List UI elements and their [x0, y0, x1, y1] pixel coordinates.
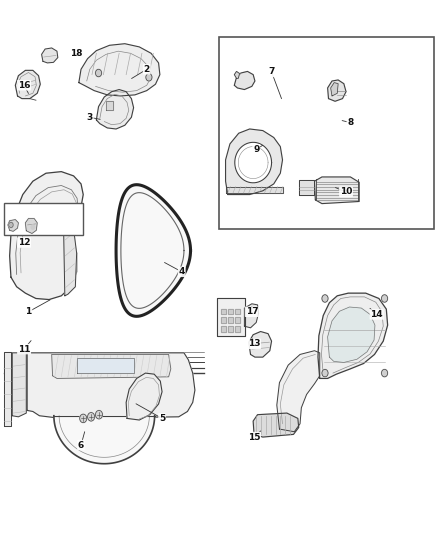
Polygon shape [226, 187, 283, 193]
Circle shape [381, 295, 388, 302]
Polygon shape [331, 83, 338, 96]
Polygon shape [253, 413, 299, 437]
Polygon shape [79, 44, 160, 96]
Polygon shape [25, 219, 37, 233]
Polygon shape [96, 90, 134, 129]
Bar [235, 309, 240, 314]
Circle shape [9, 222, 13, 228]
Circle shape [381, 369, 388, 377]
Bar [221, 326, 226, 332]
Polygon shape [64, 219, 77, 296]
Text: 6: 6 [78, 441, 84, 449]
Circle shape [322, 295, 328, 302]
Polygon shape [235, 142, 272, 183]
Bar [235, 317, 240, 323]
Text: 5: 5 [159, 414, 165, 423]
Text: 18: 18 [71, 49, 83, 58]
Polygon shape [244, 304, 258, 328]
Circle shape [322, 369, 328, 377]
Polygon shape [106, 101, 113, 110]
Polygon shape [234, 71, 240, 78]
Polygon shape [314, 177, 359, 204]
Polygon shape [318, 293, 388, 378]
Circle shape [95, 69, 102, 77]
Bar [221, 317, 226, 323]
Bar [219, 37, 434, 229]
Text: 17: 17 [246, 308, 258, 316]
Bar [221, 309, 226, 314]
Circle shape [80, 414, 87, 423]
Text: 3: 3 [87, 113, 93, 122]
Bar [235, 326, 240, 332]
Bar [228, 317, 233, 323]
Bar [4, 203, 83, 235]
Bar [221, 326, 226, 332]
Bar [235, 326, 240, 332]
Polygon shape [116, 185, 191, 316]
Polygon shape [8, 220, 18, 231]
Polygon shape [226, 129, 283, 195]
Circle shape [31, 225, 35, 229]
Text: 11: 11 [18, 345, 30, 353]
Bar [228, 317, 233, 323]
Polygon shape [52, 354, 171, 378]
Bar [228, 309, 233, 314]
Polygon shape [15, 70, 40, 99]
Text: 2: 2 [144, 65, 150, 74]
Text: 16: 16 [18, 81, 30, 90]
Polygon shape [249, 332, 272, 357]
Text: 4: 4 [179, 268, 185, 276]
Text: 13: 13 [248, 340, 260, 348]
Bar [235, 317, 240, 323]
Text: 14: 14 [371, 310, 383, 319]
Polygon shape [42, 48, 58, 63]
Circle shape [95, 410, 102, 419]
Circle shape [146, 74, 152, 81]
Text: 12: 12 [18, 238, 30, 247]
Polygon shape [10, 172, 83, 300]
Bar [228, 326, 233, 332]
Polygon shape [277, 351, 320, 432]
Polygon shape [217, 298, 245, 336]
Text: 9: 9 [253, 145, 259, 154]
Polygon shape [27, 353, 195, 418]
Polygon shape [328, 80, 346, 101]
Bar [221, 309, 226, 314]
Polygon shape [12, 353, 26, 417]
Bar [221, 317, 226, 323]
Polygon shape [328, 307, 375, 362]
Circle shape [88, 413, 95, 421]
Bar [235, 309, 240, 314]
Polygon shape [126, 373, 162, 420]
Polygon shape [54, 416, 155, 464]
Bar [228, 326, 233, 332]
Polygon shape [299, 180, 314, 195]
Text: 15: 15 [248, 433, 260, 441]
Text: 7: 7 [268, 68, 275, 76]
Polygon shape [234, 71, 255, 90]
Bar [228, 309, 233, 314]
Text: 1: 1 [25, 308, 32, 316]
Text: 8: 8 [347, 118, 353, 127]
Polygon shape [4, 352, 11, 426]
Polygon shape [77, 358, 134, 373]
Text: 10: 10 [340, 188, 352, 196]
